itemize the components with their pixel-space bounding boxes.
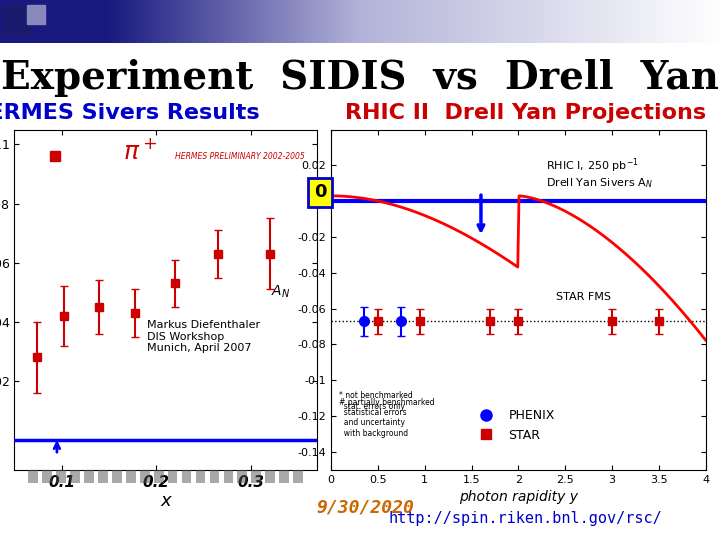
Text: RHIC I, 250 pb$^{-1}$
Drell Yan Sivers A$_N$: RHIC I, 250 pb$^{-1}$ Drell Yan Sivers A… bbox=[546, 156, 653, 191]
Bar bbox=[181, 470, 192, 483]
Bar bbox=[168, 470, 177, 483]
Bar bbox=[70, 470, 80, 483]
Text: HERMES PRELIMINARY 2002-2005: HERMES PRELIMINARY 2002-2005 bbox=[175, 152, 305, 161]
Bar bbox=[293, 470, 303, 483]
Bar bbox=[112, 470, 122, 483]
Bar bbox=[126, 470, 135, 483]
Y-axis label: $A_N$: $A_N$ bbox=[271, 284, 291, 300]
Text: * not benchmarked
  stat. errors only: * not benchmarked stat. errors only bbox=[338, 391, 413, 410]
Text: 9/30/2020: 9/30/2020 bbox=[317, 498, 415, 517]
Text: http://spin.riken.bnl.gov/rsc/: http://spin.riken.bnl.gov/rsc/ bbox=[389, 511, 662, 526]
Bar bbox=[28, 470, 38, 483]
Bar bbox=[279, 470, 289, 483]
Text: $\pi^+$: $\pi^+$ bbox=[123, 139, 158, 164]
Bar bbox=[84, 470, 94, 483]
Bar bbox=[266, 470, 275, 483]
Text: # partially benchmarked
  statistical errors
  and uncertainty
  with background: # partially benchmarked statistical erro… bbox=[338, 397, 434, 438]
Text: HERMES Sivers Results: HERMES Sivers Results bbox=[0, 103, 260, 124]
X-axis label: x: x bbox=[161, 492, 171, 510]
Text: STAR FMS: STAR FMS bbox=[556, 292, 611, 302]
Text: 0: 0 bbox=[314, 183, 326, 201]
X-axis label: photon rapidity y: photon rapidity y bbox=[459, 490, 578, 504]
Legend: PHENIX, STAR: PHENIX, STAR bbox=[469, 404, 560, 447]
Bar bbox=[238, 470, 247, 483]
Bar bbox=[42, 470, 52, 483]
Bar bbox=[210, 470, 220, 483]
Bar bbox=[27, 5, 45, 24]
Text: Markus Diefenthaler
DIS Workshop
Munich, April 2007: Markus Diefenthaler DIS Workshop Munich,… bbox=[147, 320, 260, 353]
Bar bbox=[98, 470, 108, 483]
Bar bbox=[2, 5, 31, 35]
Bar bbox=[223, 470, 233, 483]
Text: Experiment  SIDIS  vs  Drell  Yan: Experiment SIDIS vs Drell Yan bbox=[1, 59, 719, 97]
Text: RHIC II  Drell Yan Projections: RHIC II Drell Yan Projections bbox=[345, 103, 706, 124]
Bar bbox=[196, 470, 205, 483]
Bar bbox=[154, 470, 163, 483]
Bar bbox=[140, 470, 150, 483]
Bar bbox=[251, 470, 261, 483]
Bar bbox=[56, 470, 66, 483]
